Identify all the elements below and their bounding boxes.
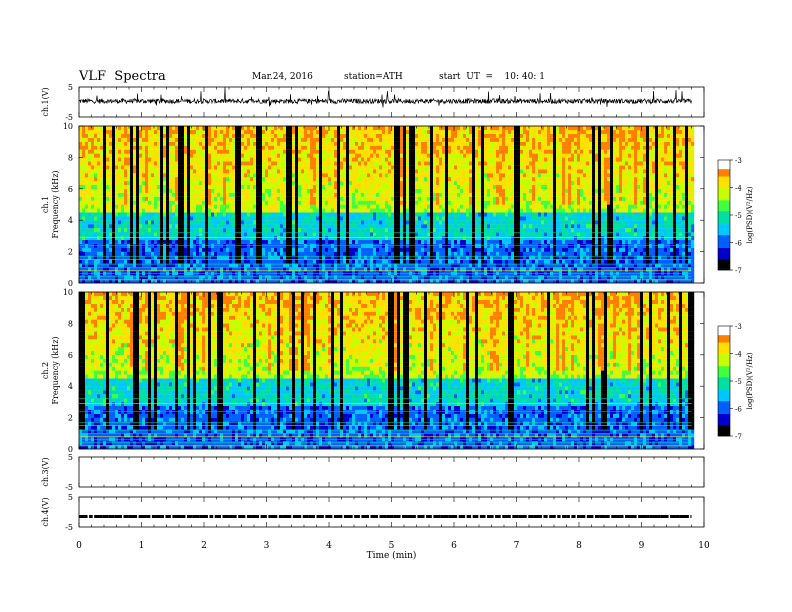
ch2-spectrogram-ytick: 0 <box>68 445 73 454</box>
ch1-spectrogram-colorbar <box>717 159 733 271</box>
ch2-spectrogram-channel-label: ch.2 <box>41 362 50 379</box>
ch1-spectrogram-colorbar-tick: -4 <box>735 185 742 193</box>
ch2-spectrogram-ytick: 8 <box>68 319 73 328</box>
ch4-waveform-ylabel: ch.4(V) <box>41 497 50 526</box>
x-tick-label: 0 <box>76 541 82 551</box>
ch2-spectrogram-colorbar-tick: -3 <box>735 323 742 331</box>
date-label: Mar.24, 2016 <box>252 72 313 82</box>
ch2-spectrogram-colorbar-tick: -7 <box>735 433 742 441</box>
x-tick-label: 7 <box>514 541 520 551</box>
ch2-spectrogram-colorbar <box>717 325 733 437</box>
ch1-waveform-ytick-bottom: -5 <box>65 113 73 122</box>
ch3-waveform-ytick-top: 5 <box>68 453 73 462</box>
x-tick-label: 8 <box>576 541 582 551</box>
x-tick-label: 4 <box>326 541 332 551</box>
ch1-spectrogram-ytick: 0 <box>68 279 73 288</box>
x-tick-label: 1 <box>139 541 145 551</box>
ch4-waveform-ytick-bottom: -5 <box>65 523 73 532</box>
ch2-spectrogram-colorbar-tick: -6 <box>735 406 742 414</box>
ch1-waveform-panel <box>78 86 705 118</box>
ch2-spectrogram-ytick: 10 <box>63 288 73 297</box>
ch4-waveform-ytick-top: 5 <box>68 493 73 502</box>
x-tick-label: 5 <box>389 541 395 551</box>
ch1-waveform-ylabel: ch.1(V) <box>41 87 50 116</box>
x-tick-label: 3 <box>264 541 270 551</box>
x-tick-label: 2 <box>201 541 207 551</box>
ch1-spectrogram-colorbar-label: log(PSD)(V²/Hz) <box>746 186 754 243</box>
ch2-spectrogram-ylabel: Frequency (kHz) <box>51 336 60 404</box>
ch2-spectrogram-ytick: 4 <box>68 382 73 391</box>
ch1-spectrogram-ytick: 6 <box>68 185 73 194</box>
ch3-waveform-panel <box>78 456 705 488</box>
ch1-spectrogram-colorbar-tick: -3 <box>735 157 742 165</box>
x-axis-label: Time (min) <box>367 550 417 561</box>
ch1-spectrogram-channel-label: ch.1 <box>41 196 50 213</box>
ch1-waveform-trace <box>78 87 692 108</box>
ch4-waveform-panel <box>78 496 705 528</box>
ch1-spectrogram-ytick: 4 <box>68 216 73 225</box>
chart-title: VLF Spectra <box>79 69 166 84</box>
start-time-label: start UT = 10: 40: 1 <box>439 72 545 82</box>
ch1-spectrogram-colorbar-tick: -6 <box>735 240 742 248</box>
ch1-spectrogram-panel <box>78 125 705 284</box>
ch1-spectrogram-ytick: 10 <box>63 122 73 131</box>
ch3-waveform-ytick-bottom: -5 <box>65 483 73 492</box>
ch2-spectrogram-panel <box>78 291 705 450</box>
ch2-spectrogram-colorbar-tick: -5 <box>735 378 742 386</box>
ch2-spectrogram-ytick: 2 <box>68 414 73 423</box>
station-label: station=ATH <box>344 72 403 82</box>
ch2-spectrogram-colorbar-label: log(PSD)(V²/Hz) <box>746 352 754 409</box>
ch2-spectrogram-ytick: 6 <box>68 351 73 360</box>
x-tick-label: 6 <box>451 541 457 551</box>
ch1-spectrogram-colorbar-tick: -7 <box>735 267 742 275</box>
ch3-waveform-ylabel: ch.3(V) <box>41 457 50 486</box>
x-tick-label: 10 <box>698 541 710 551</box>
ch1-spectrogram-ytick: 8 <box>68 153 73 162</box>
x-tick-label: 9 <box>639 541 645 551</box>
ch1-spectrogram-ylabel: Frequency (kHz) <box>51 170 60 238</box>
ch1-spectrogram-colorbar-tick: -5 <box>735 212 742 220</box>
ch2-spectrogram-colorbar-tick: -4 <box>735 351 742 359</box>
ch1-waveform-ytick-top: 5 <box>68 83 73 92</box>
ch1-spectrogram-ytick: 2 <box>68 248 73 257</box>
